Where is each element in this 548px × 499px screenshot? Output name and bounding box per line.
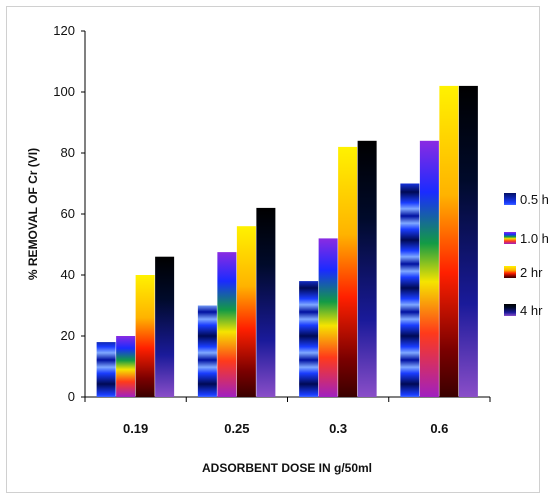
y-tick-label: 40 bbox=[61, 267, 75, 282]
legend-swatch bbox=[504, 193, 516, 205]
bar-4-hr-0-19 bbox=[155, 256, 175, 397]
bar-0-5-hr-0-6 bbox=[400, 183, 420, 397]
bar-2-hr-0-6 bbox=[439, 85, 459, 398]
bar-2-hr-0-25 bbox=[236, 226, 256, 397]
legend-swatch bbox=[504, 266, 516, 278]
bar-1-0-hr-0-6 bbox=[419, 140, 439, 398]
x-tick-label: 0.3 bbox=[329, 421, 347, 436]
bar-4-hr-0-25 bbox=[256, 207, 276, 397]
y-tick-label: 80 bbox=[61, 145, 75, 160]
bar-series bbox=[96, 85, 478, 398]
bar-2-hr-0-3 bbox=[338, 146, 358, 397]
legend-swatch bbox=[504, 304, 516, 316]
y-tick-label: 120 bbox=[53, 23, 75, 38]
bar-4-hr-0-6 bbox=[458, 85, 478, 398]
y-tick-label: 60 bbox=[61, 206, 75, 221]
x-axis-title: ADSORBENT DOSE IN g/50ml bbox=[202, 461, 372, 475]
y-tick-label: 100 bbox=[53, 84, 75, 99]
bar-0-5-hr-0-19 bbox=[96, 342, 116, 397]
bar-0-5-hr-0-3 bbox=[299, 281, 319, 397]
bar-1-0-hr-0-25 bbox=[217, 252, 237, 397]
bar-4-hr-0-3 bbox=[357, 140, 377, 398]
bar-1-0-hr-0-19 bbox=[116, 336, 136, 397]
legend: 0.5 hr 1.0 hr 2 hr 4 hr bbox=[504, 192, 548, 318]
legend-label: 2 hr bbox=[520, 265, 543, 280]
y-tick-label: 20 bbox=[61, 328, 75, 343]
y-axis-title: % REMOVAL OF Cr (VI) bbox=[26, 148, 40, 280]
y-tick-label: 0 bbox=[68, 389, 75, 404]
y-tick-labels: 0 20 40 60 80 100 120 bbox=[53, 23, 85, 404]
bar-0-5-hr-0-25 bbox=[197, 305, 217, 397]
legend-label: 0.5 hr bbox=[520, 192, 548, 207]
bar-1-0-hr-0-3 bbox=[318, 238, 338, 397]
legend-swatch bbox=[504, 232, 516, 244]
x-tick-label: 0.25 bbox=[224, 421, 249, 436]
x-tick-label: 0.19 bbox=[123, 421, 148, 436]
x-tick-labels: 0.19 0.25 0.3 0.6 bbox=[84, 397, 491, 436]
bar-2-hr-0-19 bbox=[135, 275, 155, 397]
legend-label: 4 hr bbox=[520, 303, 543, 318]
legend-label: 1.0 hr bbox=[520, 231, 548, 246]
x-tick-label: 0.6 bbox=[430, 421, 448, 436]
